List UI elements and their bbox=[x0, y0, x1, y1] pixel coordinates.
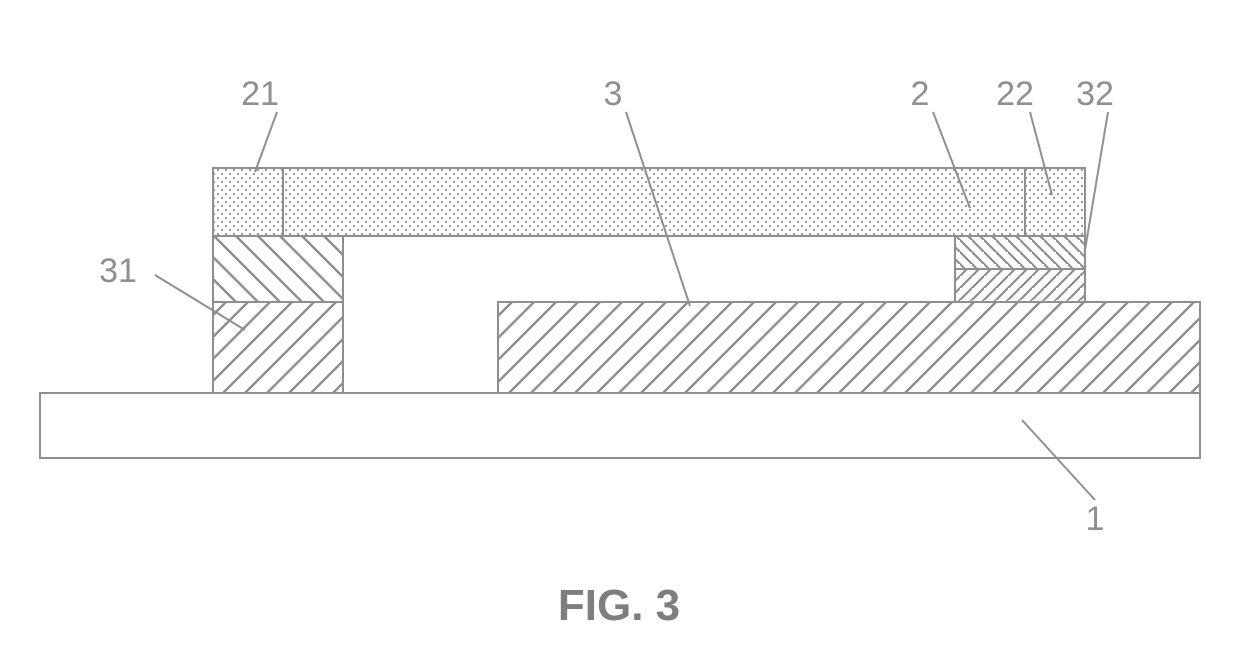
leader-21 bbox=[255, 112, 277, 172]
diagram-canvas: 21322232311 FIG. 3 bbox=[0, 0, 1239, 670]
label-2: 2 bbox=[911, 75, 930, 113]
layer-raised-block bbox=[498, 302, 1200, 393]
layer-right-pillar-top bbox=[955, 236, 1085, 269]
label-32: 32 bbox=[1076, 75, 1114, 113]
label-3: 3 bbox=[604, 75, 623, 113]
leader-32 bbox=[1085, 112, 1108, 250]
label-1: 1 bbox=[1086, 500, 1105, 538]
layer-top-slab bbox=[213, 168, 1085, 236]
figure-caption: FIG. 3 bbox=[558, 581, 680, 630]
layer-right-pillar-bottom bbox=[955, 269, 1085, 302]
label-31: 31 bbox=[99, 252, 137, 290]
layer-left-pillar-bottom bbox=[213, 302, 343, 393]
label-22: 22 bbox=[996, 75, 1034, 113]
layer-left-pillar-top bbox=[213, 236, 343, 302]
label-21: 21 bbox=[241, 75, 279, 113]
